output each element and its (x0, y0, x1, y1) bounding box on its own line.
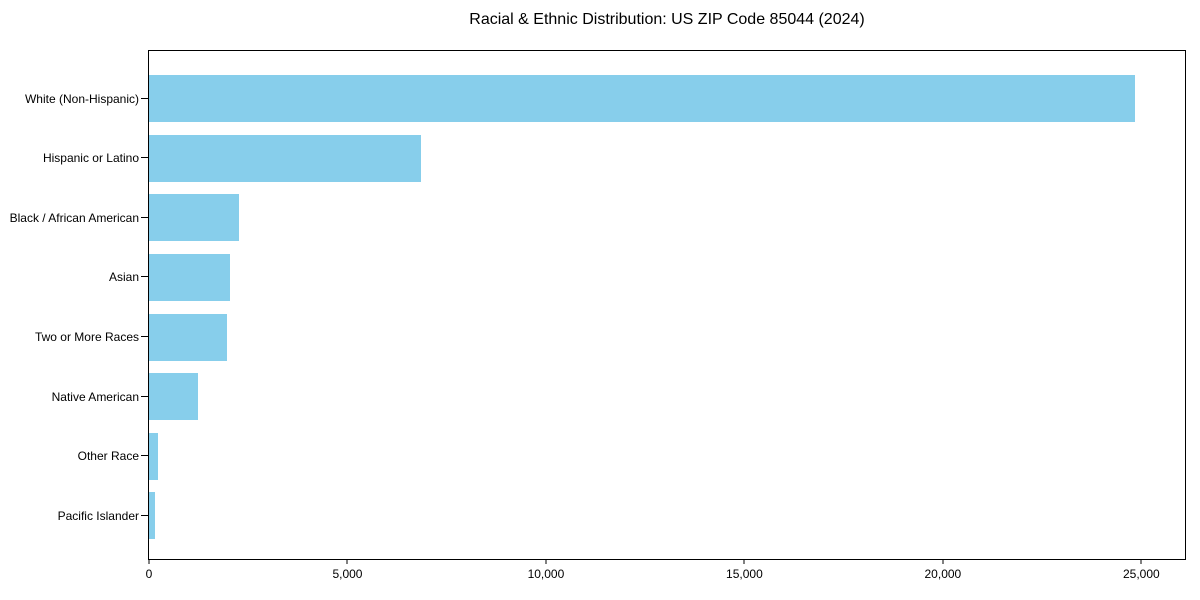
x-tick-label: 20,000 (924, 567, 962, 581)
category-label: Asian (108, 270, 139, 285)
x-tick-label: 15,000 (726, 567, 763, 581)
category-label: Black / African American (9, 210, 139, 225)
bar-row: Other Race (78, 432, 1185, 480)
bar-row: Two or More Races (35, 313, 1185, 361)
x-tick-mark (148, 559, 150, 564)
x-tick-mark (346, 559, 348, 564)
x-tick-label: 25,000 (1122, 567, 1160, 581)
y-tick-mark (141, 395, 148, 397)
bar-row: Native American (52, 373, 1185, 421)
y-tick-mark (141, 276, 148, 278)
bar-row: Black / African American (10, 194, 1185, 242)
x-tick-mark (545, 559, 547, 564)
y-tick-mark (141, 97, 148, 99)
chart-title: Racial & Ethnic Distribution: US ZIP Cod… (469, 11, 865, 28)
bar (149, 313, 227, 361)
bar (149, 75, 1136, 122)
bar (149, 253, 230, 301)
y-tick-mark (141, 216, 148, 218)
x-tick-mark (1140, 559, 1142, 564)
x-tick-label: 0 (145, 567, 153, 581)
bar-row: Hispanic or Latino (43, 134, 1185, 182)
bar-row: White (Non-Hispanic) (25, 75, 1185, 122)
y-tick-mark (141, 336, 148, 338)
category-label: Hispanic or Latino (42, 151, 139, 166)
y-tick-mark (141, 157, 148, 159)
category-label: White (Non-Hispanic) (24, 91, 139, 106)
y-tick-mark (141, 455, 148, 457)
bar (149, 373, 198, 421)
x-tick-mark (942, 559, 944, 564)
category-label: Other Race (77, 449, 139, 464)
category-label: Pacific Islander (57, 508, 139, 523)
bar (149, 194, 239, 242)
x-tick-mark (743, 559, 745, 564)
bar-row: Pacific Islander (58, 492, 1185, 540)
plot-area: White (Non-Hispanic) Hispanic or Latino Bl… (10, 50, 1186, 581)
x-tick-label: 5,000 (332, 567, 363, 581)
bar-row: Asian (109, 253, 1185, 301)
bar (149, 432, 159, 480)
x-tick-label: 10,000 (527, 567, 565, 581)
bar (149, 492, 155, 540)
category-label: Native American (51, 389, 139, 404)
y-tick-mark (141, 514, 148, 516)
category-label: Two or More Races (34, 330, 139, 345)
bar (149, 134, 421, 182)
